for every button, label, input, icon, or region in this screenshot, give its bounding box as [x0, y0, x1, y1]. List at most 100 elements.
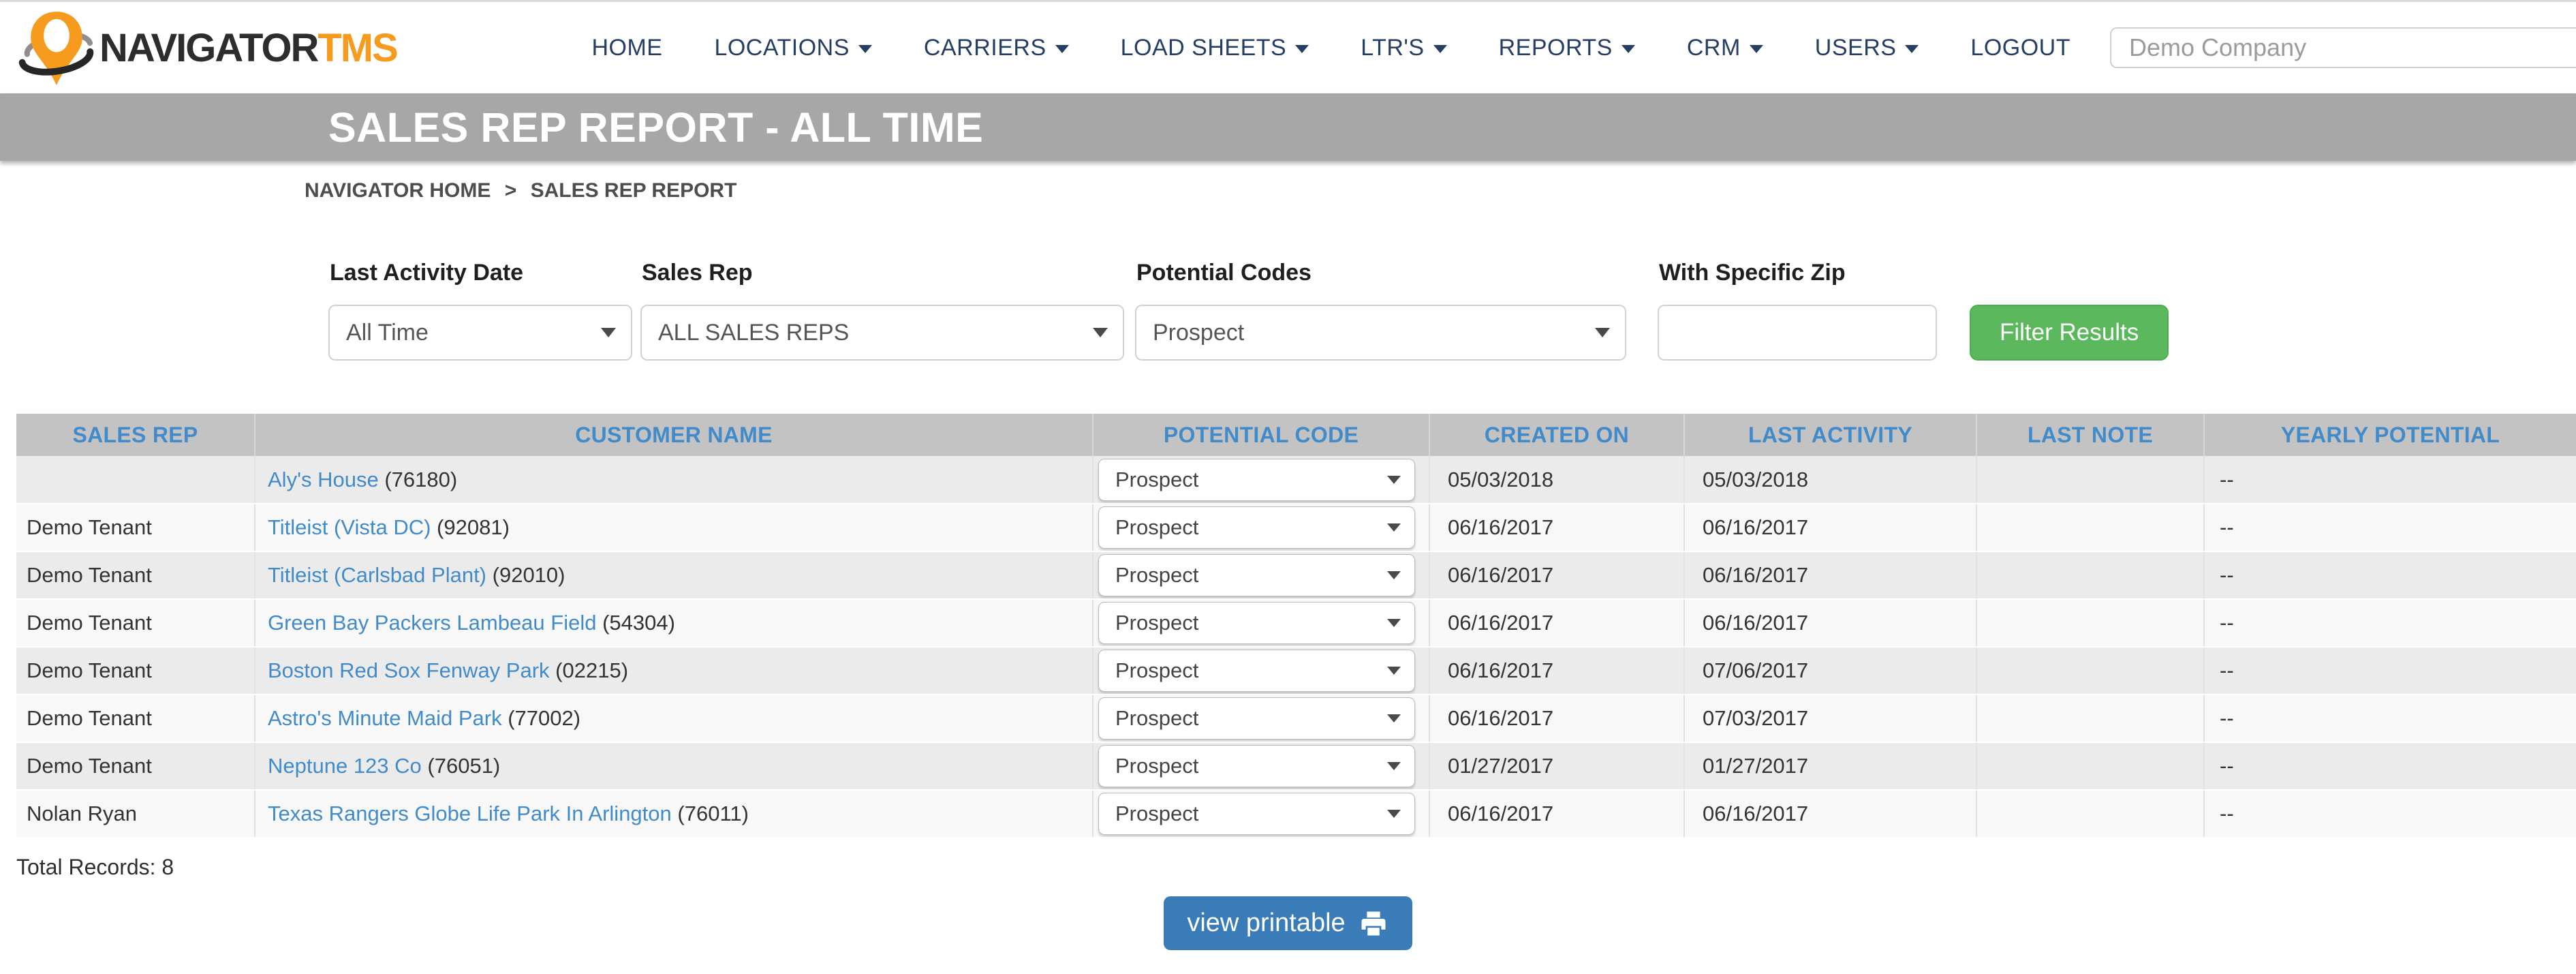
last-note-cell [1976, 647, 2204, 695]
potential-code-select[interactable]: Prospect [1098, 697, 1415, 740]
nav-menu: HOME LOCATIONS CARRIERS LOAD SHEETS LTR'… [591, 35, 2070, 61]
zip-label: With Specific Zip [1659, 260, 1846, 286]
view-printable-button[interactable]: view printable [1164, 896, 1412, 950]
yearly-potential-cell: -- [2203, 599, 2576, 648]
table-row: Demo Tenant Green Bay Packers Lambeau Fi… [16, 599, 2576, 648]
brand-name-primary: NAVIGATOR [99, 25, 319, 70]
customer-id: (92010) [492, 563, 565, 587]
table-row: Demo Tenant Titleist (Carlsbad Plant) (9… [16, 551, 2576, 600]
nav-item-locations[interactable]: LOCATIONS [714, 35, 872, 61]
filter-zip-group: With Specific Zip [1658, 260, 1937, 361]
caret-down-icon [1093, 328, 1108, 337]
created-on-cell: 06/16/2017 [1429, 599, 1684, 648]
sales-rep-cell [16, 456, 255, 504]
last-activity-cell: 07/06/2017 [1683, 647, 1976, 695]
column-header-last-activity: LAST ACTIVITY [1683, 414, 1976, 456]
customer-link[interactable]: Titleist (Vista DC) [268, 515, 431, 539]
nav-item-carriers[interactable]: CARRIERS [924, 35, 1069, 61]
yearly-potential-cell: -- [2203, 647, 2576, 695]
yearly-potential-cell: -- [2203, 456, 2576, 504]
column-header-customer-name: CUSTOMER NAME [254, 414, 1093, 456]
filter-sales-rep-group: Sales Rep ALL SALES REPS [640, 260, 1124, 361]
table-header-row: SALES REP CUSTOMER NAME POTENTIAL CODE C… [16, 414, 2576, 456]
potential-code-select[interactable]: Prospect [1098, 745, 1415, 787]
caret-down-icon [1387, 619, 1401, 627]
last-note-cell [1976, 599, 2204, 648]
last-note-cell [1976, 504, 2204, 552]
customer-link[interactable]: Titleist (Carlsbad Plant) [268, 563, 487, 587]
yearly-potential-cell: -- [2203, 504, 2576, 552]
yearly-potential-cell: -- [2203, 551, 2576, 600]
sales-rep-select[interactable]: ALL SALES REPS [640, 305, 1124, 361]
potential-code-select[interactable]: Prospect [1098, 650, 1415, 692]
potential-code-select[interactable]: Prospect [1098, 458, 1415, 501]
potential-codes-select[interactable]: Prospect [1135, 305, 1626, 361]
last-activity-cell: 07/03/2017 [1683, 695, 1976, 743]
yearly-potential-cell: -- [2203, 790, 2576, 838]
customer-link[interactable]: Neptune 123 Co [268, 754, 422, 778]
potential-code-cell: Prospect [1092, 647, 1429, 695]
table-row: Nolan Ryan Texas Rangers Globe Life Park… [16, 790, 2576, 838]
table-row: Demo Tenant Boston Red Sox Fenway Park (… [16, 647, 2576, 695]
zip-input[interactable] [1658, 305, 1937, 361]
breadcrumb-home-link[interactable]: NAVIGATOR HOME [305, 179, 491, 202]
nav-item-users[interactable]: USERS [1815, 35, 1919, 61]
page-title: SALES REP REPORT - ALL TIME [328, 104, 984, 151]
customer-cell: Titleist (Carlsbad Plant) (92010) [254, 551, 1093, 600]
last-note-cell [1976, 456, 2204, 504]
potential-code-cell: Prospect [1092, 456, 1429, 504]
customer-link[interactable]: Texas Rangers Globe Life Park In Arlingt… [268, 802, 672, 825]
breadcrumb-separator: > [504, 179, 517, 202]
brand-logo[interactable]: NAVIGATORTMS [14, 6, 399, 89]
company-search-input[interactable] [2110, 27, 2576, 68]
potential-code-cell: Prospect [1092, 790, 1429, 838]
potential-code-select[interactable]: Prospect [1098, 793, 1415, 835]
column-header-last-note: LAST NOTE [1976, 414, 2204, 456]
last-note-cell [1976, 551, 2204, 600]
potential-code-select[interactable]: Prospect [1098, 554, 1415, 596]
created-on-cell: 06/16/2017 [1429, 790, 1684, 838]
potential-code-select[interactable]: Prospect [1098, 506, 1415, 549]
last-note-cell [1976, 695, 2204, 743]
table-row: Demo Tenant Titleist (Vista DC) (92081) … [16, 504, 2576, 552]
nav-item-crm[interactable]: CRM [1687, 35, 1763, 61]
caret-down-icon [1749, 45, 1763, 53]
customer-cell: Neptune 123 Co (76051) [254, 742, 1093, 791]
customer-link[interactable]: Aly's House [268, 467, 379, 491]
customer-id: (76180) [384, 467, 458, 491]
customer-cell: Boston Red Sox Fenway Park (02215) [254, 647, 1093, 695]
breadcrumb: NAVIGATOR HOME > SALES REP REPORT [305, 179, 2576, 202]
last-note-cell [1976, 790, 2204, 838]
caret-down-icon [1295, 45, 1309, 53]
created-on-cell: 06/16/2017 [1429, 504, 1684, 552]
caret-down-icon [1387, 714, 1401, 722]
table-row: Aly's House (76180) Prospect 05/03/2018 … [16, 456, 2576, 504]
filter-results-button[interactable]: Filter Results [1970, 305, 2169, 361]
last-activity-cell: 06/16/2017 [1683, 504, 1976, 552]
caret-down-icon [1387, 523, 1401, 532]
nav-item-logout[interactable]: LOGOUT [1970, 34, 2070, 61]
potential-code-select[interactable]: Prospect [1098, 602, 1415, 644]
column-header-created-on: CREATED ON [1429, 414, 1684, 456]
column-header-yearly-potential: YEARLY POTENTIAL [2203, 414, 2576, 456]
caret-down-icon [858, 45, 872, 53]
nav-item-home[interactable]: HOME [591, 34, 663, 61]
nav-item-ltrs[interactable]: LTR'S [1361, 35, 1447, 61]
customer-cell: Astro's Minute Maid Park (77002) [254, 695, 1093, 743]
customer-link[interactable]: Astro's Minute Maid Park [268, 706, 502, 730]
nav-item-load-sheets[interactable]: LOAD SHEETS [1121, 35, 1309, 61]
last-activity-cell: 05/03/2018 [1683, 456, 1976, 504]
created-on-cell: 05/03/2018 [1429, 456, 1684, 504]
last-activity-select[interactable]: All Time [328, 305, 632, 361]
created-on-cell: 06/16/2017 [1429, 695, 1684, 743]
customer-link[interactable]: Green Bay Packers Lambeau Field [268, 611, 597, 635]
customer-cell: Green Bay Packers Lambeau Field (54304) [254, 599, 1093, 648]
last-activity-cell: 06/16/2017 [1683, 599, 1976, 648]
column-header-potential-code: POTENTIAL CODE [1092, 414, 1429, 456]
caret-down-icon [1595, 328, 1610, 337]
customer-link[interactable]: Boston Red Sox Fenway Park [268, 658, 550, 682]
caret-down-icon [1387, 762, 1401, 770]
nav-item-reports[interactable]: REPORTS [1499, 35, 1635, 61]
column-header-sales-rep: SALES REP [16, 414, 255, 456]
